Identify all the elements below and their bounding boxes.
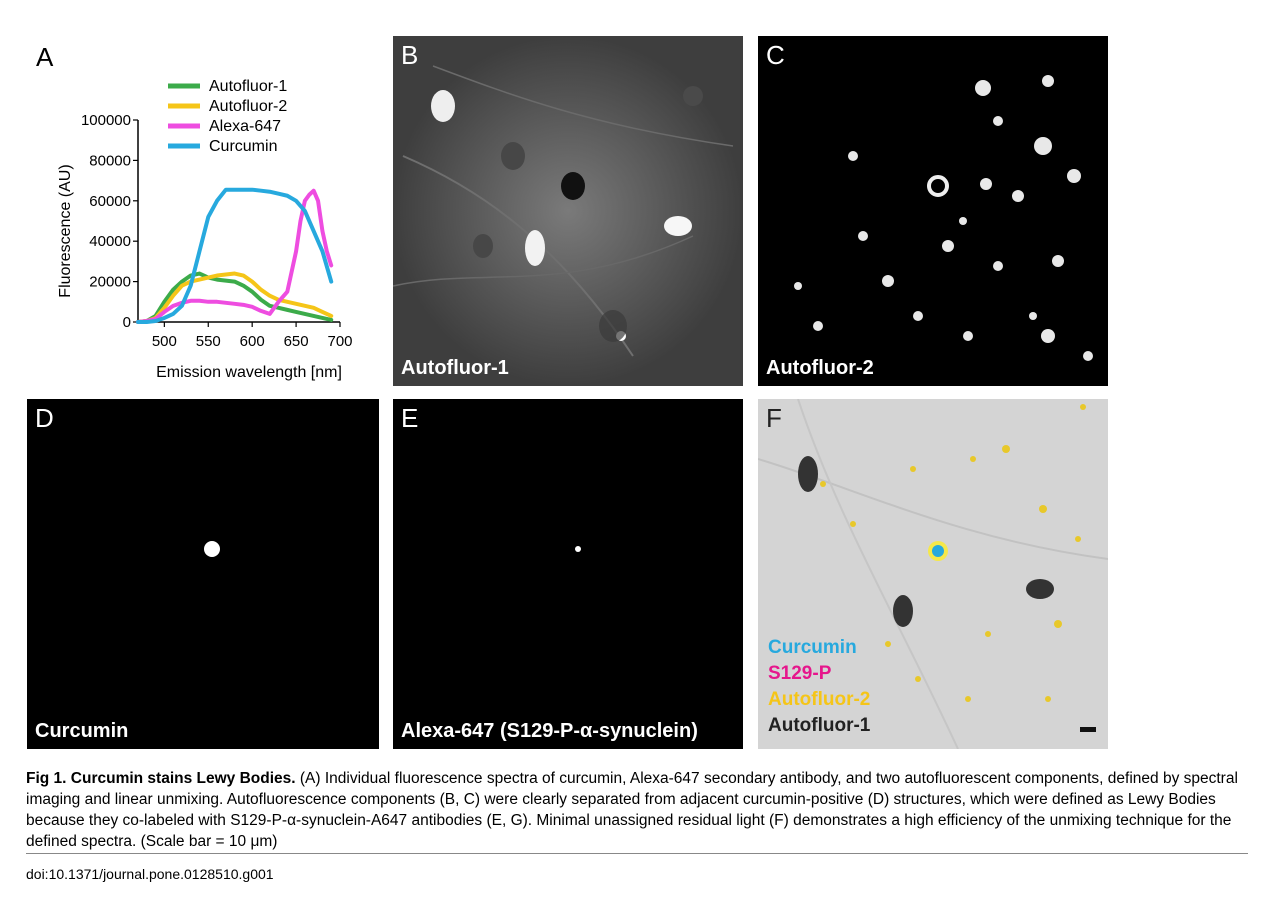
- legend-autofluor1: Autofluor-1: [768, 715, 871, 736]
- panel-e-letter: E: [401, 403, 419, 433]
- panel-e-alexa-image: E Alexa-647 (S129-P-α-synuclein): [393, 399, 743, 749]
- series-line-autofluor-2: [136, 271, 334, 324]
- panel-d-curcumin-image: D Curcumin: [27, 399, 379, 749]
- y-tick-label: 100000: [81, 112, 131, 129]
- curcumin-spot: [204, 541, 220, 557]
- figure-label: Fig 1. Curcumin stains Lewy Bodies.: [26, 770, 296, 787]
- caption-divider: [26, 853, 1248, 854]
- autofluor2-spots: [794, 75, 1093, 361]
- legend-autofluor2: Autofluor-2: [768, 689, 871, 710]
- y-tick-label: 0: [123, 314, 131, 331]
- panel-c-autofluor2-image: C Autofluor-2: [758, 36, 1108, 386]
- legend-label-autofluor-1: Autofluor-1: [209, 78, 287, 95]
- y-axis-label: Fluorescence (AU): [57, 164, 74, 297]
- x-axis-label: Emission wavelength [nm]: [156, 364, 342, 381]
- y-tick-label: 60000: [89, 193, 131, 210]
- panel-b-autofluor1-image: B Autofluor-1: [393, 36, 743, 386]
- x-tick-label: 650: [284, 333, 309, 350]
- panel-c-label: Autofluor-2: [766, 357, 874, 379]
- overlay-texture: [758, 399, 1108, 749]
- legend-label-alexa-647: Alexa-647: [209, 118, 281, 135]
- panel-f-letter: F: [766, 403, 782, 433]
- panel-e-label: Alexa-647 (S129-P-α-synuclein): [401, 720, 698, 742]
- panel-c-letter: C: [766, 40, 785, 70]
- series-line-curcumin: [136, 187, 334, 324]
- doi-text: doi:10.1371/journal.pone.0128510.g001: [26, 866, 274, 882]
- x-tick-label: 600: [240, 333, 265, 350]
- x-tick-label: 500: [152, 333, 177, 350]
- x-tick-label: 550: [196, 333, 221, 350]
- figure-caption-text: (A) Individual fluorescence spectra of c…: [26, 770, 1238, 850]
- series-line-alexa-647: [136, 188, 334, 324]
- panel-b-letter: B: [401, 40, 419, 70]
- legend-label-curcumin: Curcumin: [209, 138, 277, 155]
- y-tick-label: 80000: [89, 152, 131, 169]
- y-tick-label: 40000: [89, 233, 131, 250]
- panel-b-label: Autofluor-1: [401, 357, 509, 379]
- panel-d-letter: D: [35, 403, 54, 433]
- y-tick-label: 20000: [89, 274, 131, 291]
- legend-label-autofluor-2: Autofluor-2: [209, 98, 287, 115]
- panel-f-overlay-image: F Curcumin S129-P Autofluor-2 Autofluor-…: [758, 399, 1108, 749]
- x-tick-label: 700: [327, 333, 352, 350]
- panel-a-letter: A: [36, 42, 54, 72]
- autofluor1-texture: [393, 36, 743, 386]
- spectra-chart: 500 550 600 650 700 0 20000 40000 60000 80000 1000…: [57, 78, 353, 381]
- legend-curcumin: Curcumin: [768, 637, 857, 658]
- overlay-legend: Curcumin S129-P Autofluor-2 Autofluor-1: [768, 635, 870, 739]
- alexa-spot: [575, 546, 581, 552]
- panel-d-label: Curcumin: [35, 720, 129, 742]
- series-line-autofluor-1: [136, 271, 334, 324]
- legend-s129p: S129-P: [768, 663, 832, 684]
- figure-caption: Fig 1. Curcumin stains Lewy Bodies. (A) …: [26, 768, 1256, 852]
